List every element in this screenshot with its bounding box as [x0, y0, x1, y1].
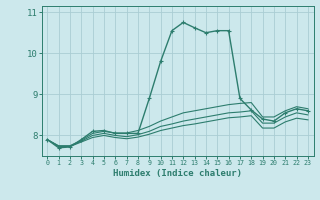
X-axis label: Humidex (Indice chaleur): Humidex (Indice chaleur) [113, 169, 242, 178]
